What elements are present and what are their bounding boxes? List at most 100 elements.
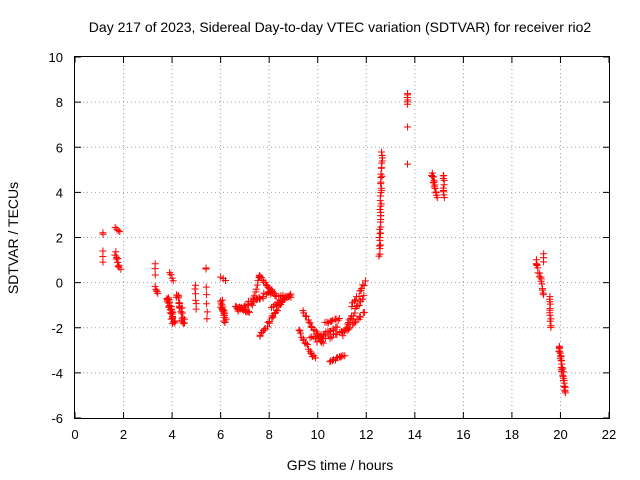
data-point bbox=[269, 313, 277, 321]
data-point bbox=[192, 305, 200, 313]
data-point bbox=[344, 320, 352, 328]
data-point bbox=[376, 236, 384, 244]
data-point bbox=[154, 289, 162, 297]
data-point bbox=[557, 356, 565, 364]
data-point bbox=[169, 277, 177, 285]
data-point bbox=[192, 281, 200, 289]
chart-title: Day 217 of 2023, Sidereal Day-to-day VTE… bbox=[89, 19, 592, 35]
data-point bbox=[341, 352, 349, 360]
data-point bbox=[165, 298, 173, 306]
data-point bbox=[560, 368, 568, 376]
data-point bbox=[245, 308, 253, 316]
data-point bbox=[252, 285, 260, 293]
data-point bbox=[333, 323, 341, 331]
data-point bbox=[221, 317, 229, 325]
data-point bbox=[440, 194, 448, 202]
data-point bbox=[547, 323, 555, 331]
data-point bbox=[328, 333, 336, 341]
data-point bbox=[348, 316, 356, 324]
data-point bbox=[404, 160, 412, 168]
data-point bbox=[561, 389, 569, 397]
data-point bbox=[361, 277, 369, 285]
data-point bbox=[114, 258, 122, 266]
data-point bbox=[323, 318, 331, 326]
x-tick-label: 22 bbox=[602, 427, 616, 442]
y-tick-label: 4 bbox=[56, 185, 63, 200]
data-point bbox=[151, 271, 159, 279]
data-point bbox=[116, 228, 124, 236]
y-tick-label: 8 bbox=[56, 95, 63, 110]
data-point bbox=[248, 301, 256, 309]
data-point bbox=[203, 291, 211, 299]
data-point bbox=[356, 313, 364, 321]
data-point bbox=[245, 308, 253, 316]
data-point bbox=[348, 303, 356, 311]
data-point bbox=[311, 354, 319, 362]
data-point bbox=[327, 317, 335, 325]
data-point bbox=[303, 341, 311, 349]
data-point bbox=[377, 184, 385, 192]
data-point bbox=[560, 382, 568, 390]
data-point bbox=[306, 319, 314, 327]
data-point bbox=[351, 297, 359, 305]
data-point bbox=[377, 200, 385, 208]
data-point bbox=[345, 325, 353, 333]
data-point bbox=[306, 334, 314, 342]
x-tick-label: 4 bbox=[168, 427, 175, 442]
y-tick-label: 0 bbox=[56, 276, 63, 291]
x-tick-label: 20 bbox=[553, 427, 567, 442]
data-point bbox=[376, 205, 384, 213]
plot-frame bbox=[74, 56, 610, 419]
data-point bbox=[335, 315, 343, 323]
data-point bbox=[295, 326, 303, 334]
data-point bbox=[297, 329, 305, 337]
data-point bbox=[202, 264, 210, 272]
x-tick-label: 2 bbox=[120, 427, 127, 442]
data-point bbox=[99, 229, 107, 237]
data-point bbox=[328, 357, 336, 365]
data-point bbox=[268, 286, 276, 294]
data-point bbox=[377, 208, 385, 216]
x-tick-label: 8 bbox=[266, 427, 273, 442]
data-point bbox=[339, 332, 347, 340]
data-point bbox=[355, 302, 363, 310]
data-point bbox=[559, 365, 567, 373]
data-point bbox=[274, 307, 282, 315]
data-point bbox=[376, 192, 384, 200]
x-tick-label: 10 bbox=[310, 427, 324, 442]
data-point bbox=[308, 353, 316, 361]
data-point bbox=[151, 265, 159, 273]
data-point bbox=[356, 313, 364, 321]
data-point bbox=[256, 272, 264, 280]
data-point bbox=[433, 194, 441, 202]
data-point bbox=[167, 271, 175, 279]
data-point bbox=[191, 290, 199, 298]
data-point bbox=[351, 296, 359, 304]
data-point bbox=[250, 292, 258, 300]
data-point bbox=[259, 294, 267, 302]
y-tick-label: -4 bbox=[51, 366, 63, 381]
data-point bbox=[404, 123, 412, 131]
data-point bbox=[532, 260, 540, 268]
data-points bbox=[99, 90, 569, 397]
data-point bbox=[431, 184, 439, 192]
data-point bbox=[403, 100, 411, 108]
axis-ticks: 0 2 4 6 8 10 12 14 16 18 20 22 -6 -4 -2 0 2 4 6 8 10 bbox=[49, 50, 617, 442]
data-point bbox=[264, 323, 272, 331]
data-point bbox=[378, 151, 386, 159]
data-point bbox=[114, 227, 122, 235]
data-point bbox=[378, 148, 386, 156]
data-point bbox=[234, 307, 242, 315]
y-tick-label: -6 bbox=[51, 411, 63, 426]
x-axis-label: GPS time / hours bbox=[287, 457, 394, 473]
data-point bbox=[546, 317, 554, 325]
data-point bbox=[555, 348, 563, 356]
data-point bbox=[559, 371, 567, 379]
data-point bbox=[203, 308, 211, 316]
data-point bbox=[305, 318, 313, 326]
data-point bbox=[377, 229, 385, 237]
data-point bbox=[202, 283, 210, 291]
x-tick-label: 14 bbox=[408, 427, 422, 442]
data-point bbox=[376, 241, 384, 249]
